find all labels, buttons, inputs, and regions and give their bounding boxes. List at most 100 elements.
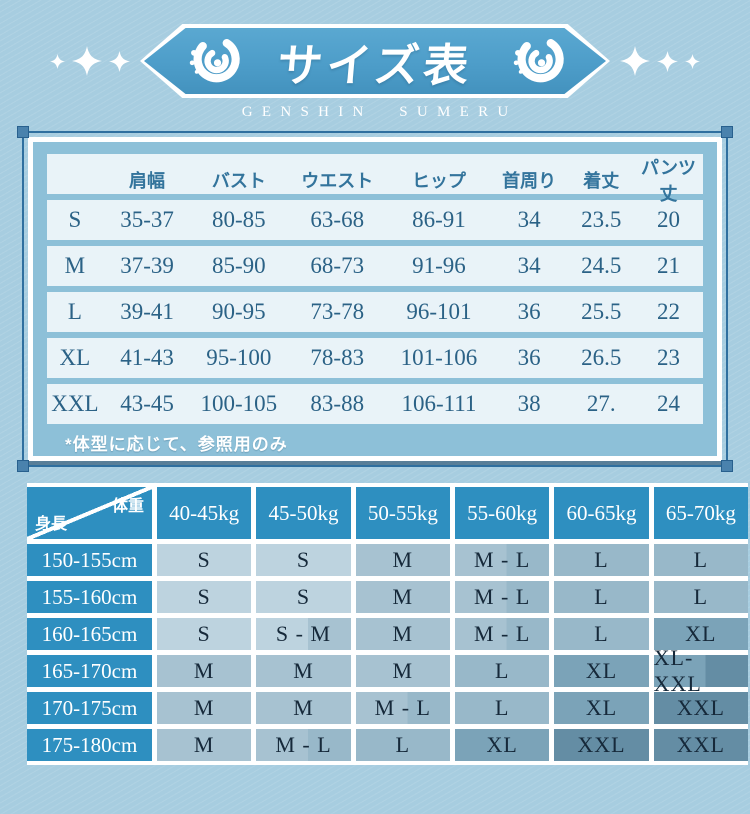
- cell-value: 85-90: [212, 253, 266, 278]
- table-row-l: L 39-41 90-95 73-78 96-101 36 25.5 22: [47, 292, 703, 332]
- matrix-cell: L: [355, 729, 450, 761]
- size-label: XL: [59, 345, 91, 370]
- size-label: S: [68, 207, 82, 232]
- cell-value: 68-73: [310, 253, 365, 278]
- matrix-cell: M: [355, 581, 450, 613]
- size-label: M: [64, 253, 86, 278]
- matrix-cell: L: [554, 618, 649, 650]
- column-header-length: 着丈: [583, 171, 620, 191]
- sparkle-icon: [72, 46, 102, 76]
- sparkle-icon: [109, 50, 130, 72]
- cell-value: 101-106: [400, 345, 478, 370]
- cell-value: 34: [517, 207, 541, 232]
- matrix-cell: S: [157, 544, 252, 576]
- matrix-cell: XL: [554, 655, 649, 687]
- matrix-cell: M: [157, 655, 252, 687]
- cell-value: 90-95: [212, 299, 266, 324]
- height-row-header: 155-160cm: [27, 581, 152, 613]
- cell-value: 21: [657, 253, 680, 278]
- cell-value: 22: [657, 299, 680, 324]
- cell-value: 25.5: [581, 299, 622, 324]
- weight-column-header: 65-70kg: [653, 487, 748, 539]
- matrix-cell: XXL: [554, 729, 649, 761]
- table-row-s: S 35-37 80-85 63-68 86-91 34 23.5 20: [47, 200, 703, 240]
- sparkles-right: [620, 46, 700, 76]
- sparkle-icon: [620, 46, 650, 76]
- cell-value: 34: [517, 253, 541, 278]
- cell-value: 23.5: [581, 207, 622, 232]
- column-header-shoulder: 肩幅: [129, 171, 166, 191]
- matrix-cell: L: [554, 544, 649, 576]
- column-header-neck: 首周り: [502, 171, 557, 191]
- cell-value: 86-91: [412, 207, 466, 232]
- sparkles-left: [50, 46, 130, 76]
- matrix-cell: M - L: [256, 729, 351, 761]
- cell-value: 78-83: [310, 345, 365, 370]
- weight-column-header: 40-45kg: [157, 487, 252, 539]
- matrix-cell: M - L: [455, 544, 550, 576]
- column-header-waist: ウエスト: [301, 171, 374, 191]
- column-header-hip: ヒップ: [411, 171, 466, 191]
- weight-column-header: 60-65kg: [554, 487, 649, 539]
- matrix-cell: L: [653, 581, 748, 613]
- cell-value: 73-78: [310, 299, 365, 324]
- wave-swirl-icon: [189, 36, 240, 83]
- weight-column-header: 50-55kg: [355, 487, 450, 539]
- matrix-cell: XL: [455, 729, 550, 761]
- matrix-cell: M: [157, 729, 252, 761]
- wave-swirl-icon: [513, 36, 564, 83]
- title-banner: サイズ表: [140, 24, 610, 98]
- cell-value: 27.: [586, 391, 616, 416]
- frame-corner-square: [17, 460, 29, 472]
- matrix-cell: L: [653, 544, 748, 576]
- matrix-cell: L: [554, 581, 649, 613]
- height-row-header: 165-170cm: [27, 655, 152, 687]
- title-banner-inner: サイズ表: [144, 28, 606, 94]
- frame-corner-square: [721, 460, 733, 472]
- cell-value: 35-37: [120, 207, 174, 232]
- matrix-cell: M: [157, 692, 252, 724]
- matrix-cell: M - L: [355, 692, 450, 724]
- matrix-cell: XXL: [653, 692, 748, 724]
- matrix-cell: M - L: [455, 618, 550, 650]
- cell-value: 83-88: [310, 391, 365, 416]
- weight-column-header: 45-50kg: [256, 487, 351, 539]
- cell-value: 80-85: [212, 207, 266, 232]
- hero-banner: サイズ表: [0, 24, 750, 98]
- cell-value: 95-100: [206, 345, 272, 370]
- height-row-header: 175-180cm: [27, 729, 152, 761]
- matrix-cell: L: [455, 692, 550, 724]
- table-row-xxl: XXL 43-45 100-105 83-88 106-111 38 27. 2…: [47, 384, 703, 424]
- page-title: サイズ表: [275, 39, 475, 91]
- matrix-cell: S: [256, 544, 351, 576]
- corner-label-weight: 体重: [111, 498, 144, 515]
- sparkle-icon: [685, 53, 700, 69]
- column-header-bust: バスト: [211, 171, 266, 191]
- brand-subtitle: GENSHIN SUMERU: [241, 104, 518, 120]
- cell-value: 41-43: [120, 345, 174, 370]
- matrix-cell: XL: [653, 618, 748, 650]
- matrix-cell: S: [157, 618, 252, 650]
- size-table-panel: 肩幅 バスト ウエスト ヒップ 首周り 着丈 パンツ丈 S 35-37 80-8…: [28, 137, 722, 461]
- cell-value: 24.5: [581, 253, 622, 278]
- cell-value: 36: [517, 299, 541, 324]
- matrix-cell: S - M: [256, 618, 351, 650]
- cell-value: 38: [517, 391, 541, 416]
- matrix-cell: M: [256, 692, 351, 724]
- reference-note: *体型に応じて、参照用のみ: [65, 435, 288, 454]
- matrix-cell: M: [355, 655, 450, 687]
- table-row-m: M 37-39 85-90 68-73 91-96 34 24.5 21: [47, 246, 703, 286]
- cell-value: 36: [517, 345, 541, 370]
- matrix-cell: M: [256, 655, 351, 687]
- cell-value: 43-45: [120, 391, 174, 416]
- cell-value: 23: [657, 345, 680, 370]
- height-row-header: 160-165cm: [27, 618, 152, 650]
- cell-value: 24: [657, 391, 680, 416]
- cell-value: 63-68: [310, 207, 365, 232]
- matrix-cell: XL- XXL: [653, 645, 748, 696]
- matrix-cell: XL: [554, 692, 649, 724]
- sparkle-icon: [657, 50, 678, 72]
- size-table-frame: 肩幅 バスト ウエスト ヒップ 首周り 着丈 パンツ丈 S 35-37 80-8…: [17, 126, 733, 472]
- cell-value: 20: [657, 207, 680, 232]
- sparkle-icon: [50, 53, 65, 69]
